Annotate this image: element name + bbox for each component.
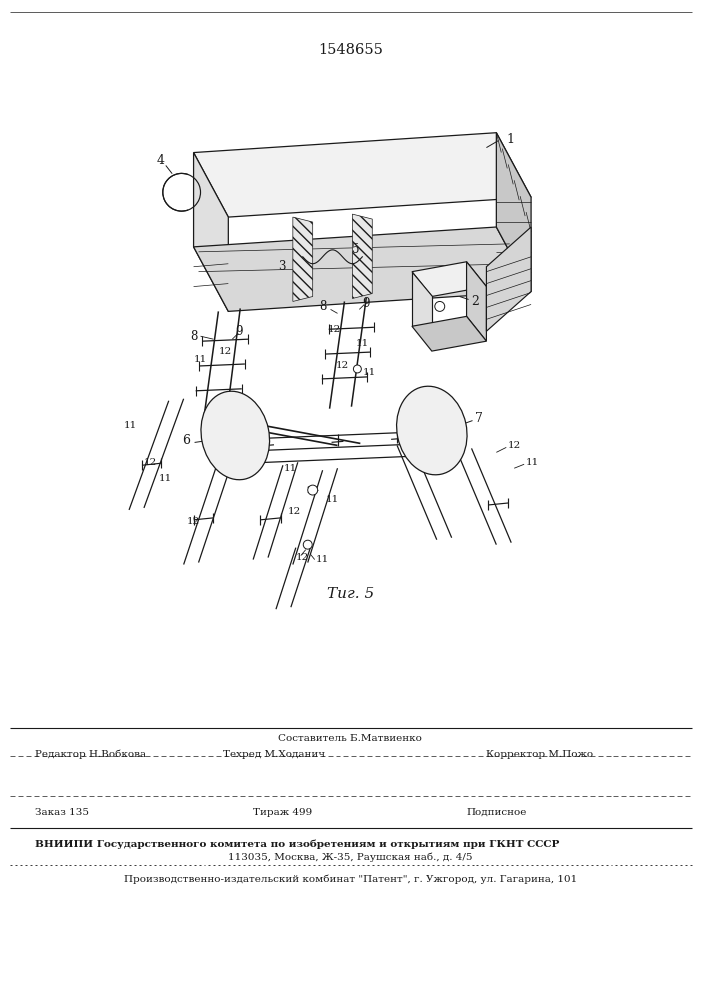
Text: 5: 5 — [352, 243, 360, 256]
Text: 8: 8 — [320, 300, 327, 313]
Ellipse shape — [397, 386, 467, 475]
Text: Корректор М.Пожо: Корректор М.Пожо — [486, 750, 594, 759]
Text: 12: 12 — [508, 441, 522, 450]
Text: 7: 7 — [474, 412, 482, 425]
Text: 12: 12 — [218, 347, 232, 356]
Text: 12: 12 — [327, 325, 341, 334]
Circle shape — [303, 540, 312, 549]
Text: 9: 9 — [362, 297, 370, 310]
Text: 11: 11 — [526, 458, 539, 467]
Polygon shape — [194, 133, 531, 217]
Polygon shape — [486, 227, 531, 331]
Circle shape — [435, 301, 445, 311]
Text: 11: 11 — [316, 555, 329, 564]
Polygon shape — [194, 227, 531, 311]
Polygon shape — [412, 316, 486, 351]
Text: ВНИИПИ Государственного комитета по изобретениям и открытиям при ГКНТ СССР: ВНИИПИ Государственного комитета по изоб… — [35, 840, 559, 849]
Text: Производственно-издательский комбинат "Патент", г. Ужгород, ул. Гагарина, 101: Производственно-издательский комбинат "П… — [124, 874, 577, 884]
Text: 9: 9 — [235, 325, 243, 338]
Text: 2: 2 — [472, 295, 479, 308]
Text: 1548655: 1548655 — [318, 43, 383, 57]
Text: 12: 12 — [336, 361, 349, 370]
Text: Редактор Н.Вобкова: Редактор Н.Вобкова — [35, 749, 146, 759]
Polygon shape — [352, 214, 373, 298]
Text: 11: 11 — [159, 474, 172, 483]
Polygon shape — [412, 272, 432, 326]
Text: 12: 12 — [144, 458, 157, 467]
Text: 11: 11 — [356, 339, 368, 348]
Text: 11: 11 — [362, 368, 375, 377]
Text: Тираж 499: Тираж 499 — [253, 808, 312, 817]
Text: 3: 3 — [278, 260, 286, 273]
Text: 12: 12 — [288, 507, 301, 516]
Text: 11: 11 — [326, 495, 339, 504]
Text: 12: 12 — [187, 517, 200, 526]
Text: 11: 11 — [194, 355, 207, 364]
Polygon shape — [293, 217, 312, 301]
Circle shape — [354, 365, 361, 373]
Text: 8: 8 — [191, 330, 198, 343]
Text: Τиг. 5: Τиг. 5 — [327, 587, 374, 601]
Polygon shape — [467, 262, 486, 341]
Text: 11: 11 — [284, 464, 297, 473]
Text: 113035, Москва, Ж-35, Раушская наб., д. 4/5: 113035, Москва, Ж-35, Раушская наб., д. … — [228, 853, 473, 862]
Ellipse shape — [201, 391, 269, 480]
Text: 11: 11 — [124, 421, 137, 430]
Text: 12: 12 — [296, 553, 309, 562]
Text: 6: 6 — [182, 434, 189, 447]
Polygon shape — [412, 262, 486, 296]
Text: Техред М.Ходанич: Техред М.Ходанич — [223, 750, 325, 759]
Polygon shape — [496, 133, 531, 292]
Polygon shape — [194, 153, 228, 311]
Text: Подписное: Подписное — [467, 808, 527, 817]
Text: 12: 12 — [305, 486, 319, 495]
Text: Заказ 135: Заказ 135 — [35, 808, 89, 817]
Text: 1: 1 — [506, 133, 514, 146]
Text: Составитель Б.Матвиенко: Составитель Б.Матвиенко — [279, 734, 422, 743]
Text: 4: 4 — [157, 154, 165, 167]
Circle shape — [308, 485, 317, 495]
